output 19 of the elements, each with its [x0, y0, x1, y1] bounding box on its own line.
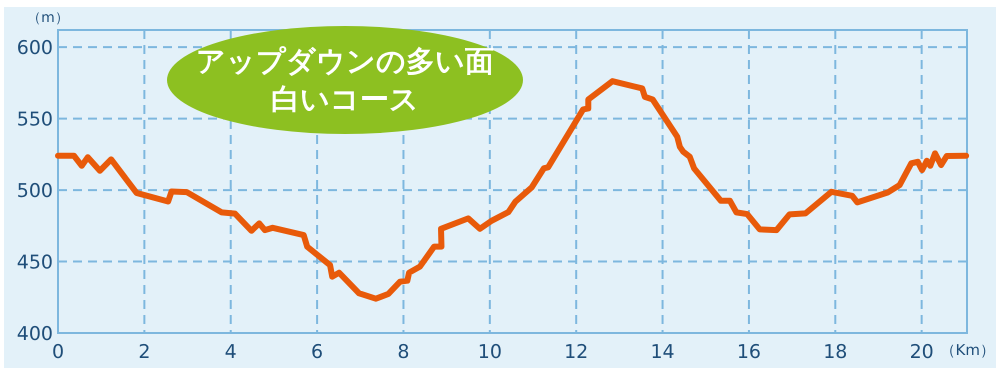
y-tick-label: 500	[16, 180, 53, 202]
y-axis-title: （m）	[27, 10, 69, 26]
x-tick-label: 2	[138, 341, 150, 363]
x-axis-title: （Km）	[940, 341, 995, 359]
y-tick-label: 400	[16, 323, 53, 345]
x-tick-label: 10	[478, 341, 502, 363]
x-tick-label: 0	[52, 341, 64, 363]
x-tick-label: 6	[311, 341, 324, 363]
x-tick-label: 14	[650, 341, 675, 363]
x-tick-label: 4	[224, 341, 237, 363]
y-tick-label: 450	[16, 252, 53, 274]
x-tick-label: 12	[564, 341, 588, 363]
x-tick-label: 16	[736, 341, 762, 363]
x-tick-label: 18	[823, 341, 848, 363]
x-tick-label: 8	[397, 341, 410, 363]
y-tick-label: 600	[16, 37, 53, 60]
y-tick-label: 550	[16, 108, 53, 131]
x-tick-label: 20	[910, 341, 934, 363]
text: アップダウンの多い面白いコース	[195, 43, 495, 118]
